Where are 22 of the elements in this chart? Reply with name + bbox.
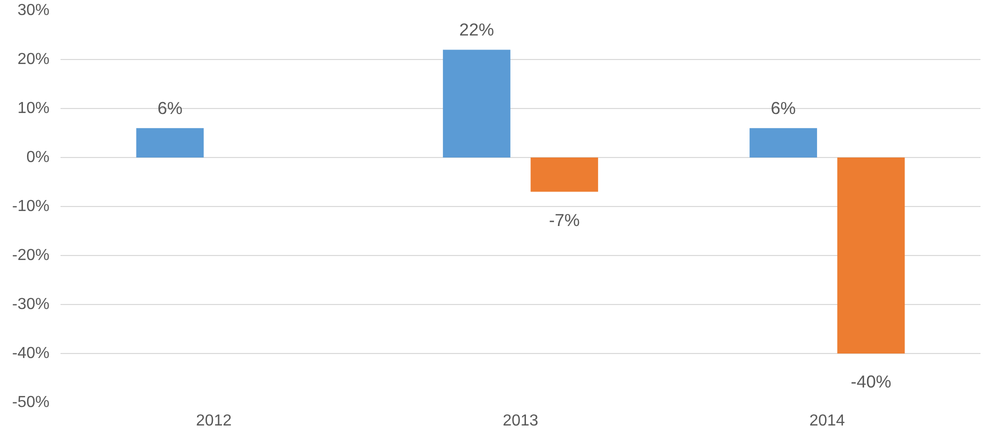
bar xyxy=(530,158,598,192)
y-tick-label: -10% xyxy=(12,198,50,215)
bar xyxy=(750,128,818,158)
y-tick-label: 0% xyxy=(26,149,50,166)
y-tick-label: 20% xyxy=(17,51,50,68)
data-label: 6% xyxy=(770,98,796,118)
x-tick-label: 2014 xyxy=(809,412,846,430)
y-tick-label: -20% xyxy=(12,247,50,264)
data-label: 22% xyxy=(459,20,494,40)
bar xyxy=(442,50,510,158)
y-tick-label: -50% xyxy=(12,394,50,411)
y-tick-label: -30% xyxy=(12,296,50,313)
data-label: 6% xyxy=(157,98,183,118)
y-tick-label: 10% xyxy=(17,100,50,117)
bar xyxy=(136,128,204,158)
data-label: -7% xyxy=(548,210,580,230)
y-tick-label: -40% xyxy=(12,345,50,362)
x-tick-label: 2013 xyxy=(502,412,538,430)
bar xyxy=(837,158,905,354)
data-label: -40% xyxy=(850,372,892,392)
x-tick-label: 2012 xyxy=(196,412,232,430)
y-tick-label: 30% xyxy=(17,2,50,19)
